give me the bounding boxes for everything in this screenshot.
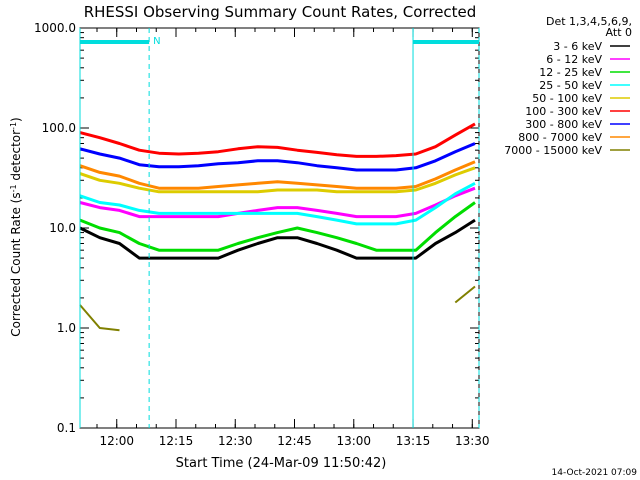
series-line: [79, 181, 476, 226]
series-line: [79, 304, 120, 332]
x-tick-label: 12:30: [218, 434, 253, 448]
series-line: [79, 160, 476, 190]
legend-label: 25 - 50 keV: [539, 79, 602, 92]
series-line: [454, 285, 476, 304]
x-tick-label: 12:15: [159, 434, 194, 448]
y-tick-label: 1.0: [57, 321, 76, 335]
series-line: [79, 186, 476, 219]
legend-header: Det 1,3,4,5,6,9,: [546, 15, 632, 28]
marker-layer: N: [79, 28, 480, 428]
y-tick-label: 10.0: [49, 221, 76, 235]
y-tick-label: 0.1: [57, 421, 76, 435]
series-line: [79, 166, 476, 194]
y-tick-label: 1000.0: [34, 21, 76, 35]
legend-header: Att 0: [606, 26, 632, 39]
legend-label: 7000 - 15000 keV: [504, 144, 602, 157]
legend-label: 12 - 25 keV: [539, 66, 602, 79]
data-layer: [79, 122, 476, 332]
x-tick-label: 13:30: [455, 434, 490, 448]
footer-date: 14-Oct-2021 07:09: [552, 468, 638, 478]
legend-label: 100 - 300 keV: [525, 105, 602, 118]
plot-area: 0.1 1.0 10.0 100.0 1000.0 12:00 12:15 12:30 12:4…: [34, 21, 490, 448]
legend-label: 50 - 100 keV: [532, 92, 602, 105]
series-line: [79, 201, 476, 252]
x-tick-label: 13:00: [336, 434, 371, 448]
x-tick-label: 12:00: [99, 434, 134, 448]
x-tick-label: 13:15: [396, 434, 431, 448]
plot-frame: [79, 27, 480, 429]
series-line: [79, 122, 476, 158]
night-marker-label: N: [153, 36, 160, 47]
series-line: [79, 142, 476, 172]
chart-title: RHESSI Observing Summary Count Rates, Co…: [84, 3, 477, 21]
y-axis-label: Corrected Count Rate (s-1 detector-1): [9, 117, 24, 336]
y-tick-label: 100.0: [42, 121, 76, 135]
legend-label: 3 - 6 keV: [553, 40, 602, 53]
legend-label: 800 - 7000 keV: [518, 131, 602, 144]
legend-label: 6 - 12 keV: [546, 53, 602, 66]
legend-label: 300 - 800 keV: [525, 118, 602, 131]
x-tick-label: 12:45: [277, 434, 312, 448]
series-line: [79, 218, 476, 260]
x-axis-label: Start Time (24-Mar-09 11:50:42): [176, 456, 387, 471]
